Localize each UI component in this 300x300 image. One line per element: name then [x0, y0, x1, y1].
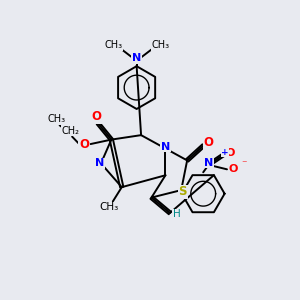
Text: N: N	[204, 158, 213, 168]
Text: O: O	[204, 136, 214, 149]
Text: O: O	[229, 164, 238, 174]
Text: N: N	[132, 53, 141, 64]
Text: S: S	[178, 185, 187, 198]
Text: ⁻: ⁻	[241, 159, 247, 169]
Text: CH₃: CH₃	[105, 40, 123, 50]
Text: O: O	[92, 110, 101, 123]
Text: CH₃: CH₃	[47, 114, 65, 124]
Text: CH₃: CH₃	[151, 40, 169, 50]
Text: H: H	[172, 209, 180, 220]
Text: +: +	[221, 148, 229, 157]
Text: O: O	[79, 138, 89, 151]
Text: N: N	[95, 158, 104, 168]
Text: CH₂: CH₂	[61, 126, 80, 136]
Text: CH₃: CH₃	[100, 202, 119, 212]
Text: N: N	[161, 142, 170, 152]
Text: O: O	[225, 148, 235, 158]
